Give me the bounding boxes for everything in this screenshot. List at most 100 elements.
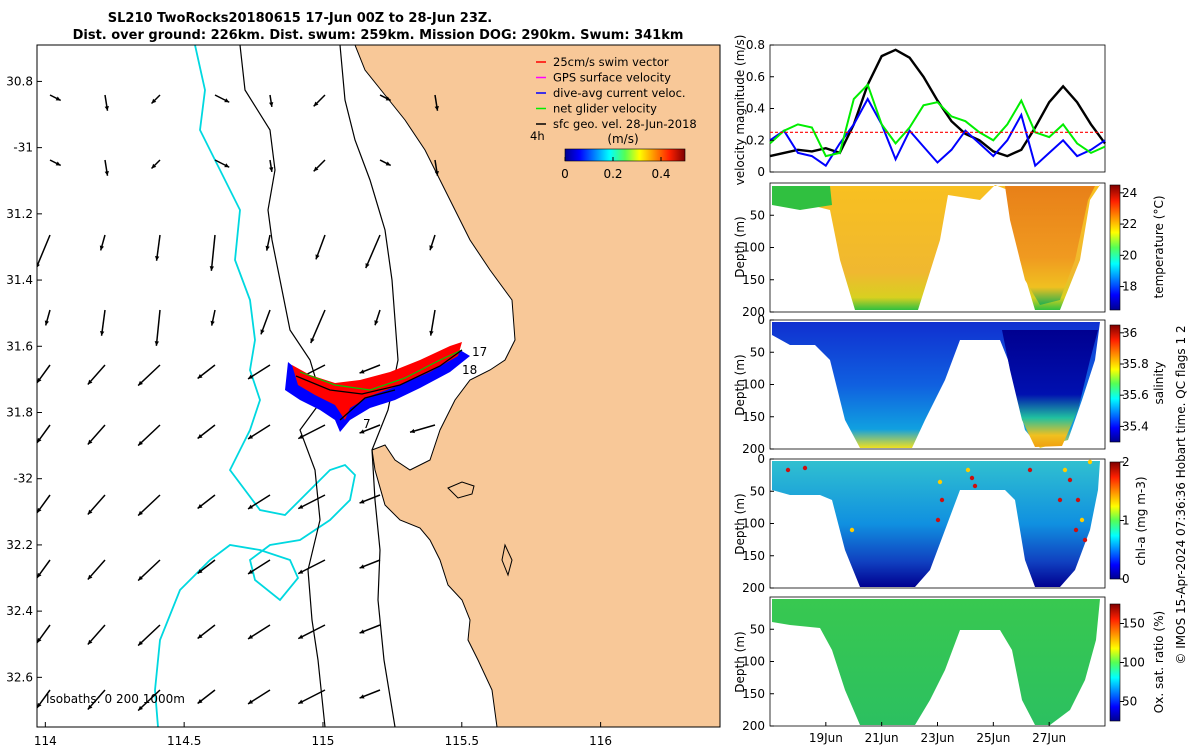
- map-cbar-tick-label: 0.4: [651, 167, 670, 181]
- chl-dot: [785, 467, 791, 473]
- cbar-tick-label: 24: [1122, 186, 1137, 200]
- map-legend: 25cm/s swim vector GPS surface velocitydi…: [530, 55, 697, 181]
- depth-ytick-label: 200: [742, 581, 765, 595]
- chl-dot: [1082, 537, 1088, 543]
- chl-dot: [802, 465, 808, 471]
- map-panel: 17 18 7 25cm/s swim vector GPS surface ve…: [6, 44, 721, 748]
- temperature-colorbar: [1109, 184, 1121, 311]
- velocity-series: [769, 48, 1106, 158]
- chlorophyll-cbar-label: chl-a (mg m-3): [1134, 476, 1148, 565]
- geo-arrow-head: [385, 96, 391, 101]
- geo-arrow-head: [385, 161, 391, 166]
- cbar-tick-label: 50: [1122, 695, 1137, 709]
- depth-ytick-label: 150: [742, 687, 765, 701]
- chl-dot: [1067, 477, 1073, 483]
- depth-ytick-label: 200: [742, 719, 765, 733]
- map-ytick-label: 31.4: [6, 273, 33, 287]
- depth-ytick-label: 50: [750, 484, 765, 498]
- velocity-series: [769, 96, 1106, 168]
- geo-arrow-head: [359, 429, 365, 434]
- date-xtick-label: 19Jun: [809, 731, 843, 745]
- track-swim-vector: [292, 342, 462, 420]
- isobath-label: Isobaths: 0 200 1000m: [46, 692, 185, 706]
- map-ytick-label: 32.6: [6, 670, 33, 684]
- geo-arrow-head: [151, 163, 157, 169]
- cbar-tick-label: 150: [1122, 617, 1145, 631]
- geo-arrow-head: [248, 374, 254, 379]
- geo-arrow-head: [298, 504, 304, 509]
- geo-arrow-head: [298, 569, 304, 574]
- legend-entry: sfc geo. vel. 28-Jun-2018: [553, 117, 697, 131]
- depth-ytick-label: 0: [757, 313, 765, 327]
- geo-arrow: [210, 234, 216, 271]
- cbar-tick-label: 35.8: [1122, 357, 1149, 371]
- date-xtick-label: 25Jun: [976, 731, 1010, 745]
- geo-arrow: [297, 559, 326, 575]
- geo-arrow-head: [359, 499, 365, 504]
- map-frame: [36, 44, 721, 728]
- geo-arrow-head: [359, 694, 365, 699]
- geo-arrow-head: [87, 379, 93, 385]
- geo-arrow-head: [87, 439, 93, 445]
- geo-arrow: [365, 234, 381, 269]
- cbar-tick-label: 36: [1122, 326, 1137, 340]
- geo-arrow-head: [99, 245, 104, 251]
- track-net-velocity: [299, 349, 463, 391]
- chlorophyll-panel: 0 50 100 150 200 0 1 2 Depth (m) chl-a (mg m-3): [733, 452, 1148, 595]
- geo-arrow-head: [265, 245, 270, 251]
- geo-arrow-head: [248, 634, 254, 639]
- geo-arrow-head: [269, 102, 274, 107]
- day-label-7: 7: [363, 417, 371, 431]
- geo-arrow-head: [209, 266, 214, 271]
- colorbar-label: (m/s): [607, 132, 638, 146]
- geo-arrow: [297, 494, 326, 510]
- velocity-ylabel: velocity magnitude (m/s): [733, 35, 747, 186]
- geo-arrow-head: [224, 98, 230, 103]
- chl-dot: [1027, 467, 1033, 473]
- geo-arrow-head: [197, 434, 203, 439]
- date-xtick-label: 21Jun: [865, 731, 899, 745]
- chlorophyll-colorbar: [1109, 461, 1121, 580]
- geo-arrow-head: [224, 163, 230, 168]
- geo-arrow-head: [151, 98, 157, 104]
- cbar-tick-label: 35.6: [1122, 388, 1149, 402]
- cbar-tick-label: 35.4: [1122, 419, 1149, 433]
- geo-arrow: [155, 309, 161, 346]
- geo-arrow: [137, 689, 161, 712]
- cbar-tick-label: 18: [1122, 280, 1137, 294]
- geo-arrow-head: [248, 434, 254, 439]
- geo-arrow: [297, 624, 326, 640]
- map-cbar-tick-label: 0.2: [603, 167, 622, 181]
- chl-dot: [1073, 527, 1079, 533]
- geo-arrow-head: [313, 101, 319, 107]
- map-ytick-label: -31: [13, 141, 33, 155]
- velocity-axes: [769, 44, 1106, 173]
- garden-island: [501, 543, 513, 577]
- day-label-18: 18: [462, 363, 477, 377]
- depth-ytick-label: 100: [742, 241, 765, 255]
- geo-arrow-head: [87, 509, 93, 515]
- salinity-ylabel: Depth (m): [733, 354, 747, 415]
- geo-arrow-head: [155, 256, 160, 261]
- rottnest-island: [447, 481, 475, 499]
- geo-arrow-head: [434, 106, 439, 111]
- salinity-cbar-label: salinity: [1152, 361, 1166, 404]
- velocity-ytick-label: 0.6: [746, 70, 765, 84]
- geo-velocity-arrows: [37, 94, 439, 712]
- date-xtick-label: 27Jun: [1032, 731, 1066, 745]
- velocity-series: [769, 82, 1106, 158]
- geo-arrow-head: [37, 377, 42, 383]
- cbar-tick-label: 20: [1122, 248, 1137, 262]
- legend-4h: 4h: [530, 129, 545, 143]
- oxygen-ylabel: Depth (m): [733, 631, 747, 692]
- map-ticks: 114 114.5 115 115.5 116 30.8 -31 31.2 31.4 31.6 31…: [6, 74, 612, 748]
- map-ytick-label: 30.8: [6, 74, 33, 88]
- cbar-tick-label: 2: [1122, 455, 1130, 469]
- legend-entry: dive-avg current veloc.: [553, 86, 686, 100]
- geo-arrow: [297, 689, 326, 705]
- map-xtick-label: 116: [589, 734, 612, 748]
- velocity-ytick-label: 0: [757, 165, 765, 179]
- geo-arrow-head: [313, 166, 319, 172]
- geo-arrow: [137, 494, 161, 517]
- chl-dot: [969, 475, 975, 481]
